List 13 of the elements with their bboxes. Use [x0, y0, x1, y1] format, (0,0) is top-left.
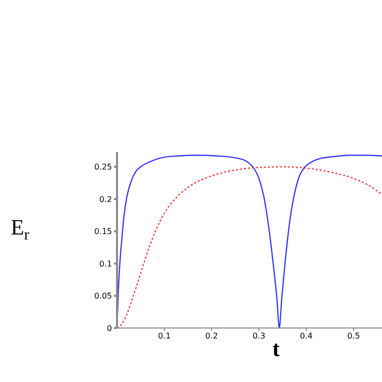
- x-tick-label: 0.4: [300, 332, 313, 341]
- x-axis-title: t: [272, 336, 280, 361]
- y-tick-label: 0.25: [94, 162, 112, 172]
- y-tick-label: 0.15: [94, 227, 112, 236]
- x-tick-label: 0.3: [252, 332, 266, 341]
- y-tick-label: 0.05: [94, 292, 112, 301]
- y-tick-label: 0.2: [99, 194, 112, 204]
- y-tick-label: 0: [106, 324, 112, 333]
- x-tick-label: 0.5: [347, 332, 360, 341]
- x-tick-label: 0.2: [205, 332, 218, 341]
- y-axis-title: E$_{r}$: [10, 214, 30, 244]
- x-tick-label: 0.1: [158, 332, 171, 341]
- y-tick-label: 0.1: [99, 259, 112, 268]
